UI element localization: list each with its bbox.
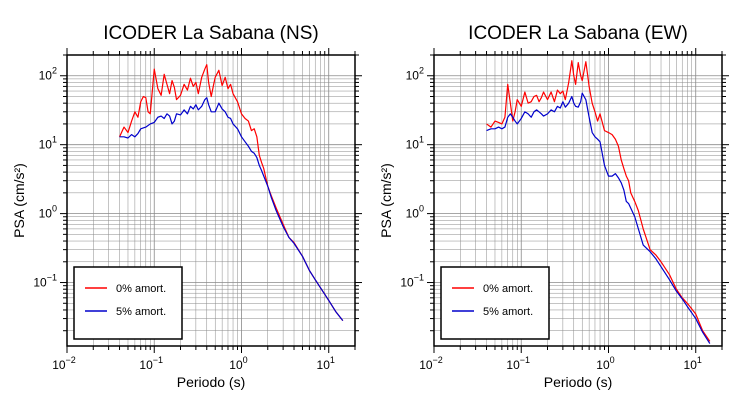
plot-frame — [433, 54, 723, 347]
x-tick-exponent: −2 — [433, 355, 443, 365]
y-tick-base: 10 — [406, 69, 420, 83]
y-tick-label: 100 — [406, 204, 424, 221]
y-tick-exponent: 0 — [419, 204, 424, 214]
x-tick-exponent: −2 — [66, 355, 76, 365]
y-tick-base: 10 — [406, 138, 420, 152]
y-tick-exponent: −1 — [47, 273, 57, 283]
x-tick-base: 10 — [229, 358, 243, 372]
series-line-1 — [486, 92, 711, 344]
x-tick-label: 10−2 — [419, 355, 443, 372]
legend: 0% amort. 5% amort. — [440, 266, 550, 340]
series-line-0 — [118, 64, 344, 322]
x-axis-label: Periodo (s) — [544, 374, 612, 390]
y-tick-exponent: 1 — [52, 135, 57, 145]
x-tick-label: 100 — [229, 355, 247, 372]
series-line-0 — [486, 60, 711, 342]
y-tick-base: 10 — [400, 276, 414, 290]
y-tick-exponent: 2 — [419, 66, 424, 76]
legend-label-0: 0% amort. — [116, 283, 166, 295]
y-tick-exponent: 0 — [52, 204, 57, 214]
legend-label-1: 5% amort. — [116, 306, 166, 318]
y-tick-label: 100 — [39, 204, 57, 221]
y-tick-label: 101 — [406, 135, 424, 152]
x-tick-base: 10 — [52, 358, 66, 372]
x-tick-exponent: −1 — [520, 355, 530, 365]
y-axis-label: PSA (cm/s²) — [378, 163, 394, 238]
x-tick-exponent: 1 — [330, 355, 335, 365]
x-axis-label: Periodo (s) — [177, 374, 245, 390]
legend-label-1: 5% amort. — [483, 306, 533, 318]
x-tick-exponent: −1 — [153, 355, 163, 365]
x-tick-exponent: 0 — [610, 355, 615, 365]
legend-box — [440, 266, 550, 340]
x-tick-label: 10−2 — [52, 355, 76, 372]
y-tick-label: 101 — [39, 135, 57, 152]
x-tick-label: 101 — [684, 355, 702, 372]
x-tick-label: 10−1 — [506, 355, 530, 372]
y-axis-label: PSA (cm/s²) — [11, 163, 27, 238]
y-tick-base: 10 — [39, 69, 53, 83]
x-tick-exponent: 0 — [243, 355, 248, 365]
series-line-1 — [119, 97, 344, 322]
legend: 0% amort. 5% amort. — [73, 266, 183, 340]
x-tick-label: 10−1 — [139, 355, 163, 372]
y-tick-label: 102 — [39, 66, 57, 83]
y-tick-base: 10 — [39, 138, 53, 152]
y-tick-base: 10 — [39, 207, 53, 221]
x-tick-base: 10 — [506, 358, 520, 372]
x-tick-base: 10 — [139, 358, 153, 372]
x-tick-exponent: 1 — [697, 355, 702, 365]
x-tick-base: 10 — [684, 358, 698, 372]
y-tick-label: 10−1 — [400, 273, 424, 290]
y-tick-label: 102 — [406, 66, 424, 83]
x-tick-label: 101 — [317, 355, 335, 372]
x-tick-label: 100 — [596, 355, 614, 372]
chart-title: ICODER La Sabana (EW) — [468, 23, 688, 44]
plot-frame — [66, 54, 356, 347]
y-tick-base: 10 — [33, 276, 47, 290]
x-tick-base: 10 — [419, 358, 433, 372]
legend-box — [73, 266, 183, 340]
y-tick-exponent: 2 — [52, 66, 57, 76]
y-tick-base: 10 — [406, 207, 420, 221]
y-tick-exponent: −1 — [414, 273, 424, 283]
x-tick-base: 10 — [317, 358, 331, 372]
y-tick-label: 10−1 — [33, 273, 57, 290]
chart-title: ICODER La Sabana (NS) — [103, 23, 318, 44]
x-tick-base: 10 — [596, 358, 610, 372]
legend-label-0: 0% amort. — [483, 283, 533, 295]
y-tick-exponent: 1 — [419, 135, 424, 145]
